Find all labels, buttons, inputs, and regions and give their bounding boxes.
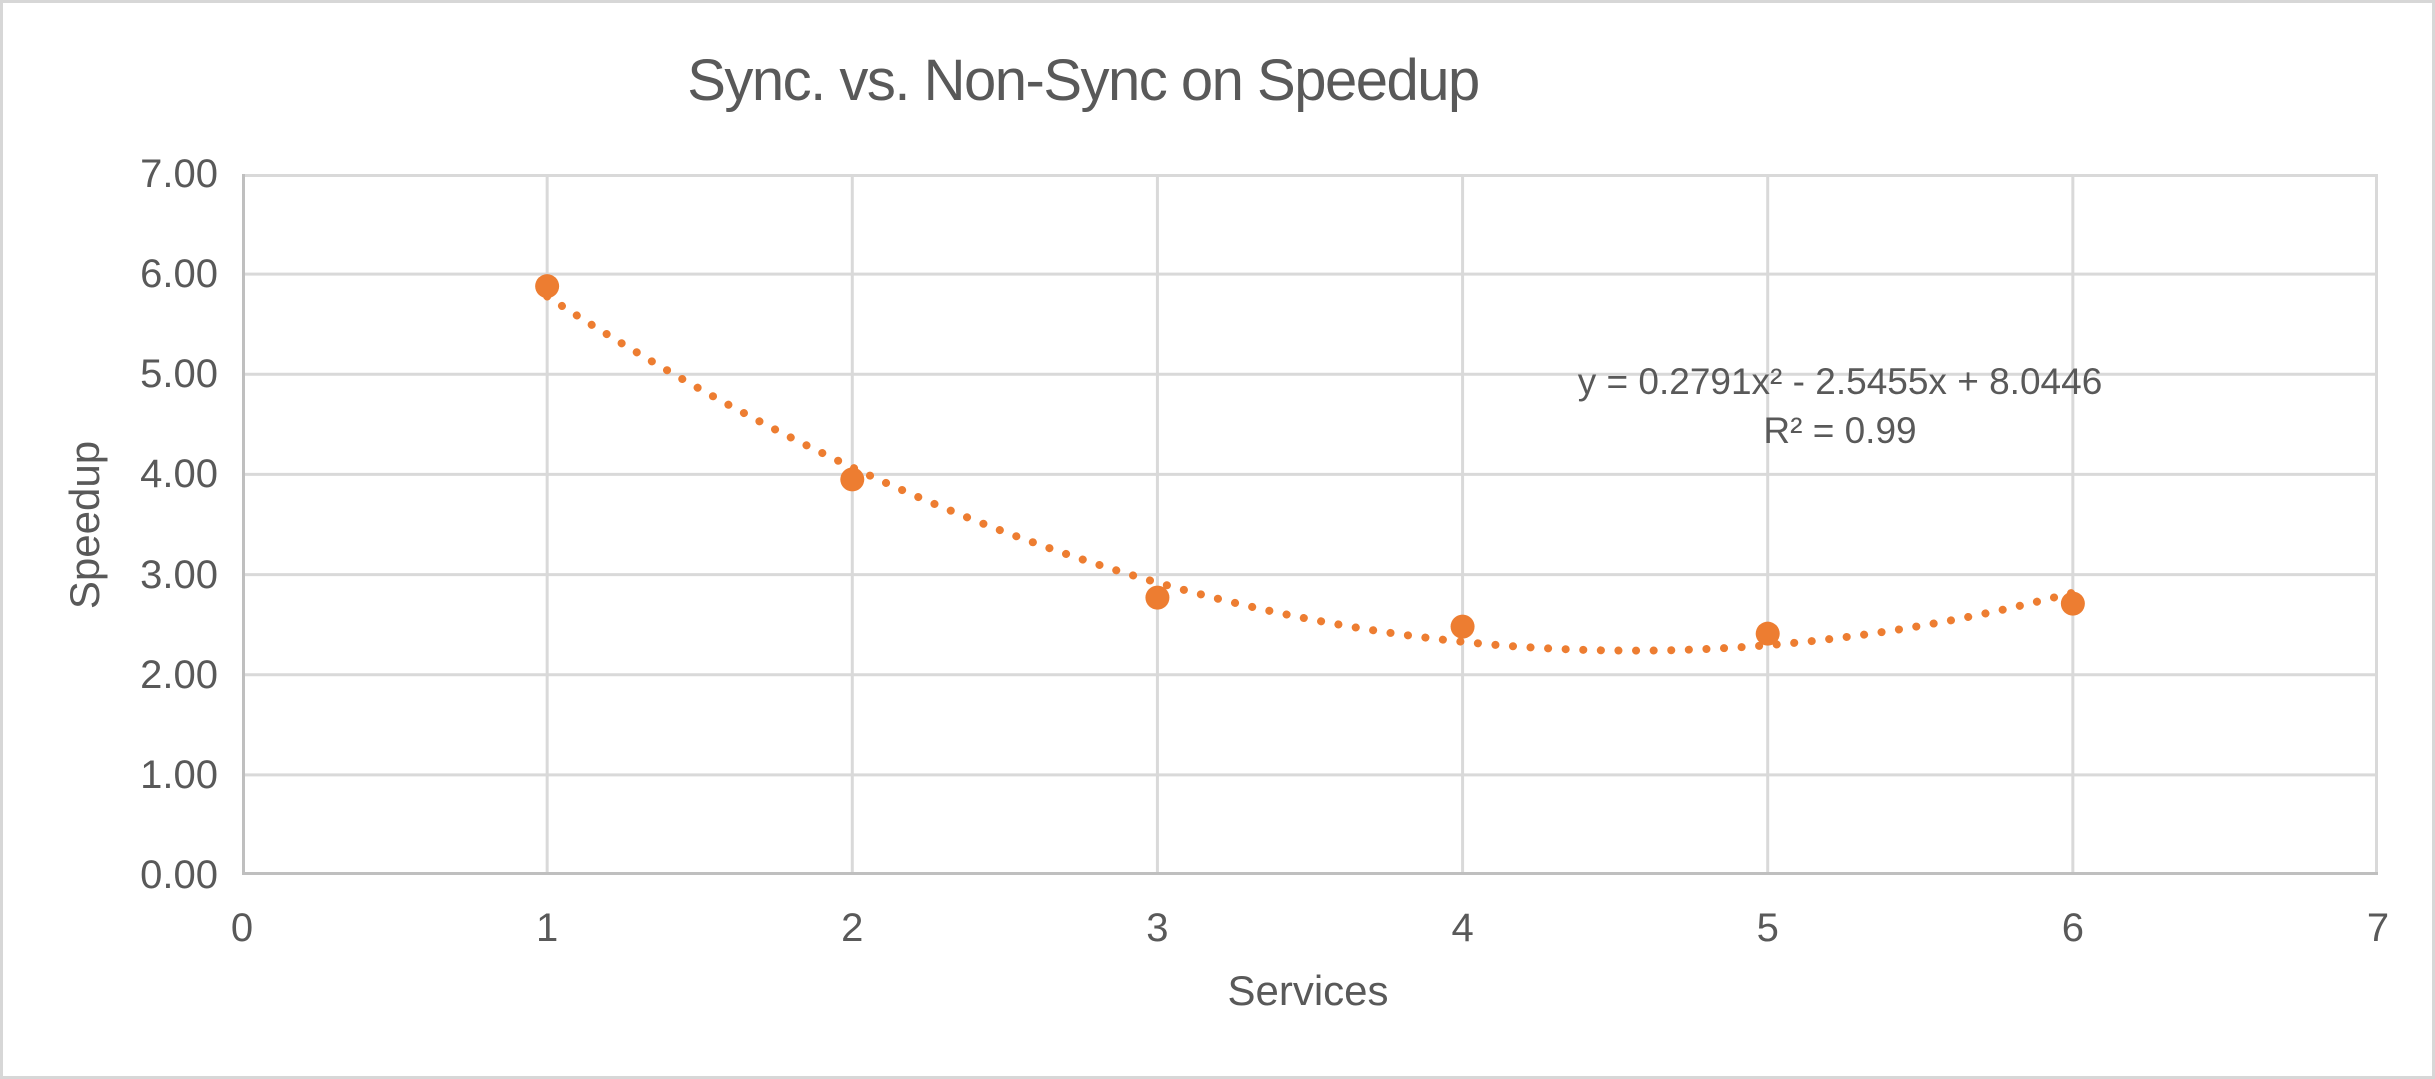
- y-tick-label: 7.00: [140, 152, 218, 196]
- x-tick-label: 1: [536, 906, 559, 950]
- data-point[interactable]: [1755, 621, 1780, 646]
- data-point[interactable]: [840, 467, 865, 492]
- x-tick-label: 3: [1146, 906, 1169, 950]
- data-point[interactable]: [535, 274, 560, 299]
- trendline-label: y = 0.2791x² - 2.5455x + 8.0446 R² = 0.9…: [1578, 357, 2103, 455]
- x-tick-label: 6: [2061, 906, 2084, 950]
- x-tick-label: 2: [841, 906, 864, 950]
- y-tick-label: 0.00: [140, 853, 218, 897]
- y-tick-label: 2.00: [140, 652, 218, 697]
- x-tick-label: 4: [1451, 906, 1474, 950]
- y-tick-label: 3.00: [140, 552, 218, 597]
- data-point[interactable]: [1145, 585, 1170, 610]
- x-tick-label: 7: [2366, 906, 2390, 950]
- trendline-r-squared: R² = 0.99: [1763, 410, 1917, 451]
- y-tick-label: 6.00: [140, 252, 218, 297]
- plot-svg: [242, 174, 2378, 875]
- trendline-equation: y = 0.2791x² - 2.5455x + 8.0446: [1577, 361, 2103, 402]
- data-point[interactable]: [1450, 614, 1475, 639]
- x-axis-title: Services: [1227, 967, 1389, 1014]
- plot-area[interactable]: y = 0.2791x² - 2.5455x + 8.0446 R² = 0.9…: [242, 174, 2378, 875]
- y-tick-label: 4.00: [140, 452, 218, 497]
- chart-title: Sync. vs. Non-Sync on Speedup: [687, 48, 1480, 113]
- x-tick-label: 5: [1756, 906, 1779, 950]
- y-tick-label: 1.00: [140, 752, 218, 797]
- data-point[interactable]: [2060, 591, 2085, 616]
- x-tick-label: 0: [230, 906, 254, 950]
- y-tick-label: 5.00: [140, 352, 218, 397]
